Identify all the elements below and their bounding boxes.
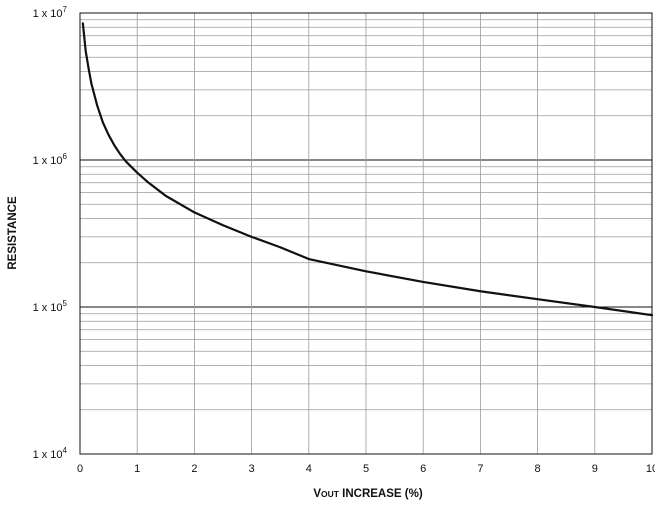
y-tick-labels: 1 x 104 1 x 105 1 x 106 1 x 107: [33, 5, 68, 461]
x-axis-title-v: V: [313, 488, 321, 500]
y-tick-label: 1 x 107: [33, 5, 68, 20]
x-tick-label: 2: [191, 463, 197, 475]
x-tick-label: 7: [477, 463, 483, 475]
x-tick-label: 8: [535, 463, 541, 475]
x-tick-labels: 0 1 2 3 4 5 6 7 8 9 10: [77, 463, 655, 475]
x-tick-label: 4: [306, 463, 312, 475]
y-axis-title: RESISTANCE: [7, 196, 19, 270]
x-tick-label: 0: [77, 463, 83, 475]
x-axis-title-rest: INCREASE (%): [339, 488, 423, 500]
curve-layer: [81, 22, 654, 317]
y-tick-label: 1 x 104: [33, 446, 68, 461]
x-tick-label: 6: [420, 463, 426, 475]
y-tick-label: 1 x 105: [33, 299, 68, 314]
x-axis-title: VOUT INCREASE (%): [313, 488, 422, 500]
grid: [80, 13, 652, 455]
y-tick-label: 1 x 106: [33, 152, 68, 167]
x-tick-label: 3: [249, 463, 255, 475]
resistance-curve: [81, 22, 654, 317]
x-tick-label: 10: [646, 463, 655, 475]
x-axis-title-out: OUT: [321, 489, 340, 499]
x-tick-label: 9: [592, 463, 598, 475]
plot-area: [79, 12, 653, 455]
x-tick-label: 1: [134, 463, 140, 475]
x-tick-label: 5: [363, 463, 369, 475]
